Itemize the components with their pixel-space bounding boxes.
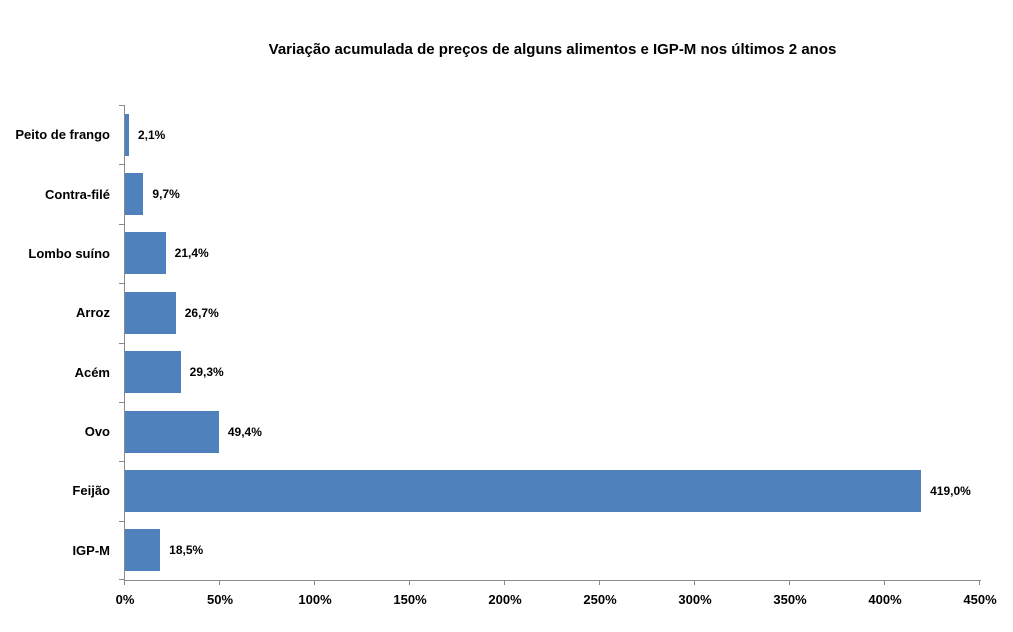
value-label-lombo-suino: 21,4% [174, 246, 209, 261]
x-axis-line [124, 580, 981, 581]
y-tick-mark [119, 224, 124, 225]
y-tick-mark [119, 579, 124, 580]
bar-arroz [125, 291, 176, 334]
bar-acem [125, 351, 181, 394]
x-tick-mark [694, 580, 695, 585]
bar-ovo [125, 410, 219, 453]
category-label-peito-de-frango: Peito de frango [15, 127, 110, 143]
value-label-feijao: 419,0% [930, 483, 971, 498]
bar-feijao [125, 469, 922, 512]
value-label-peito-de-frango: 2,1% [137, 127, 166, 142]
x-tick-mark [789, 580, 790, 585]
x-tick-label-350pct: 350% [773, 592, 807, 607]
y-axis-line [124, 105, 125, 581]
x-tick-mark [504, 580, 505, 585]
chart-title: Variação acumulada de preços de alguns a… [268, 41, 837, 58]
x-tick-mark [979, 580, 980, 585]
category-axis-labels: Peito de frango Contra-filé Lombo suíno Arr… [0, 105, 110, 580]
y-tick-mark [119, 402, 124, 403]
x-tick-label-450pct: 450% [963, 592, 997, 607]
x-tick-label-400pct: 400% [868, 592, 902, 607]
category-label-contra-file: Contra-filé [45, 186, 110, 202]
x-tick-mark [124, 580, 125, 585]
x-tick-label-150pct: 150% [393, 592, 427, 607]
x-tick-label-200pct: 200% [488, 592, 522, 607]
category-label-arroz: Arroz [76, 305, 110, 321]
bar-peito-de-frango [125, 113, 129, 156]
plot-area: 2,1% 9,7% 21,4% 26,7% 29,3% 49,4% 419,0% 18,5% … [116, 105, 997, 607]
value-label-acem: 29,3% [189, 365, 224, 380]
bar-igp-m [125, 529, 161, 572]
y-tick-mark [119, 283, 124, 284]
y-tick-mark [119, 343, 124, 344]
y-tick-mark [119, 105, 124, 106]
value-label-igp-m: 18,5% [169, 543, 204, 558]
category-label-lombo-suino: Lombo suíno [28, 245, 110, 261]
x-tick-mark [409, 580, 410, 585]
value-label-contra-file: 9,7% [152, 187, 180, 202]
value-label-arroz: 26,7% [184, 305, 219, 320]
x-tick-label-300pct: 300% [678, 592, 712, 607]
bar-lombo-suino [125, 232, 166, 275]
x-tick-mark [314, 580, 315, 585]
x-tick-mark [219, 580, 220, 585]
y-tick-mark [119, 164, 124, 165]
x-tick-mark [599, 580, 600, 585]
value-label-ovo: 49,4% [227, 424, 262, 439]
category-label-ovo: Ovo [84, 424, 110, 440]
x-tick-label-250pct: 250% [583, 592, 617, 607]
x-tick-mark [884, 580, 885, 585]
x-tick-label-100pct: 100% [298, 592, 332, 607]
y-tick-mark [119, 521, 124, 522]
category-label-acem: Acém [74, 364, 110, 380]
x-tick-label-50pct: 50% [206, 592, 234, 607]
x-tick-label-0pct: 0% [115, 592, 135, 607]
category-label-feijao: Feijão [72, 483, 110, 499]
bar-contra-file [125, 173, 144, 216]
category-label-igp-m: IGP-M [72, 542, 110, 558]
y-tick-mark [119, 461, 124, 462]
